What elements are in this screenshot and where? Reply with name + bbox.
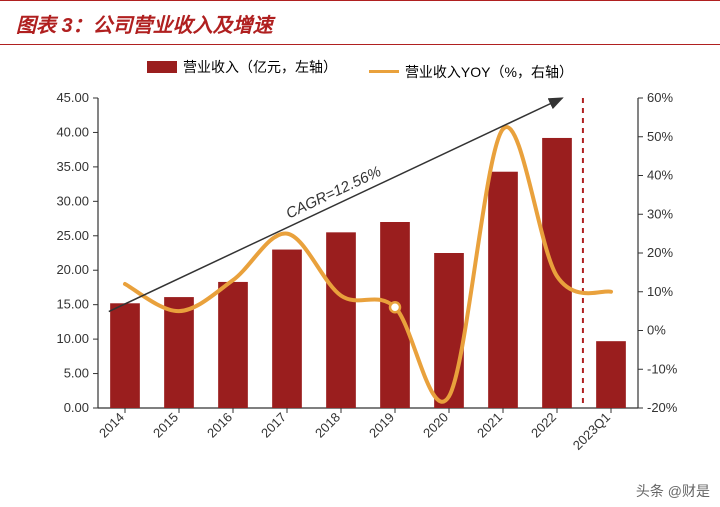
category-label: 2017 — [258, 409, 289, 440]
category-label: 2023Q1 — [570, 409, 613, 452]
ylabel-right: 50% — [647, 128, 673, 143]
legend: 营业收入（亿元，左轴） 营业收入YOY（%，右轴） — [0, 45, 720, 88]
category-label: 2020 — [420, 409, 451, 440]
chart-title: 图表 3：公司营业收入及增速 — [0, 0, 720, 45]
category-label: 2014 — [96, 409, 127, 440]
line-marker — [390, 302, 400, 312]
legend-line-label: 营业收入YOY（%，右轴） — [405, 62, 573, 82]
bar — [110, 303, 140, 408]
legend-bar-label: 营业收入（亿元，左轴） — [183, 57, 337, 77]
ylabel-right: 60% — [647, 90, 673, 105]
bar — [164, 297, 194, 408]
ylabel-left: 20.00 — [56, 262, 89, 277]
bar — [488, 171, 518, 407]
ylabel-right: 0% — [647, 322, 666, 337]
ylabel-left: 30.00 — [56, 193, 89, 208]
category-label: 2019 — [366, 409, 397, 440]
chart-area: 0.00 5.00 10.00 15.00 20.00 25.00 30.00 35.00 40… — [20, 88, 700, 488]
category-label: 2018 — [312, 409, 343, 440]
ylabel-right: -10% — [647, 361, 678, 376]
ylabel-left: 0.00 — [64, 400, 89, 415]
ylabel-right: 30% — [647, 206, 673, 221]
ylabel-right: 20% — [647, 245, 673, 260]
bar — [272, 249, 302, 407]
chart-svg: 0.00 5.00 10.00 15.00 20.00 25.00 30.00 35.00 40… — [20, 88, 700, 488]
category-label: 2022 — [528, 409, 559, 440]
bar — [326, 232, 356, 408]
ylabel-right: -20% — [647, 400, 678, 415]
bar — [218, 281, 248, 407]
bar — [380, 222, 410, 408]
bar-swatch — [147, 61, 177, 73]
ylabel-left: 40.00 — [56, 124, 89, 139]
category-label: 2016 — [204, 409, 235, 440]
line-swatch — [369, 70, 399, 73]
ylabel-right: 10% — [647, 283, 673, 298]
ylabel-left: 35.00 — [56, 158, 89, 173]
category-label: 2021 — [474, 409, 505, 440]
bar — [434, 253, 464, 408]
legend-line: 营业收入YOY（%，右轴） — [369, 62, 573, 82]
ylabel-left: 25.00 — [56, 227, 89, 242]
ylabel-left: 5.00 — [64, 365, 89, 380]
cagr-annotation: CAGR=12.56% — [283, 163, 383, 222]
ylabel-left: 15.00 — [56, 296, 89, 311]
ylabel-left: 45.00 — [56, 90, 89, 105]
ylabel-right: 40% — [647, 167, 673, 182]
category-label: 2015 — [150, 409, 181, 440]
ylabel-left: 10.00 — [56, 331, 89, 346]
bar — [596, 341, 626, 408]
legend-bar: 营业收入（亿元，左轴） — [147, 57, 337, 77]
watermark: 头条 @财是 — [636, 481, 710, 501]
